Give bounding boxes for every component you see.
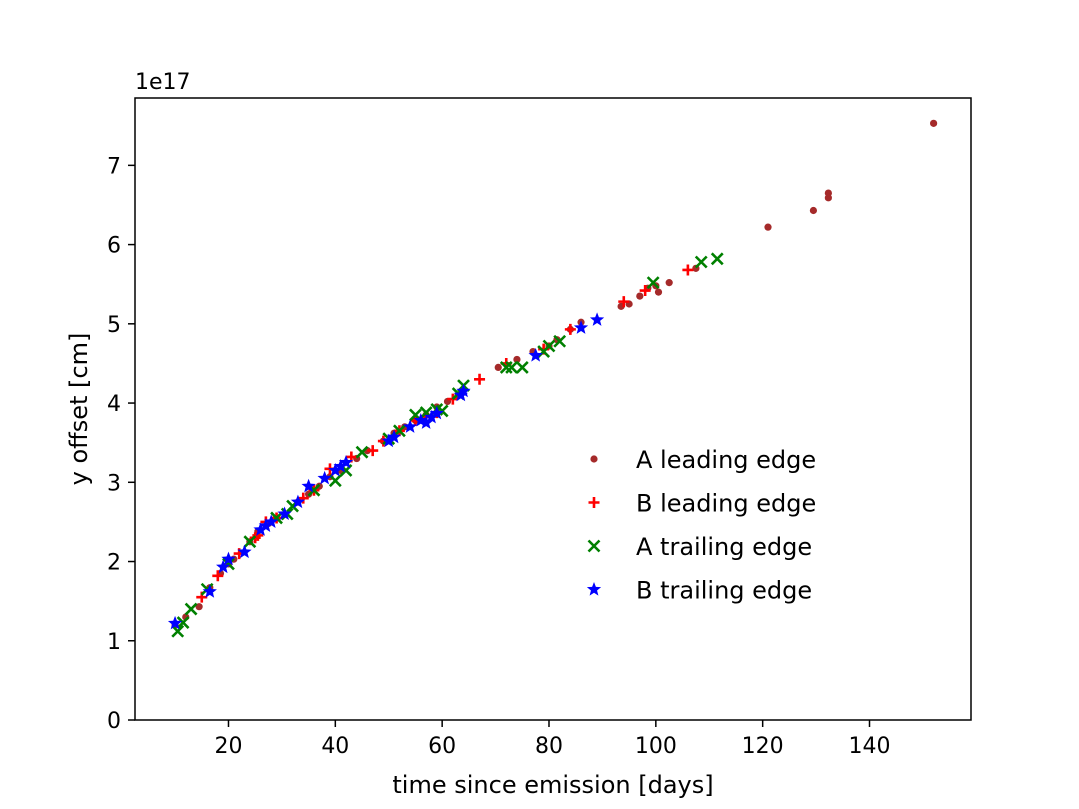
data-point — [171, 624, 185, 638]
data-point — [386, 429, 402, 444]
y-tick-label: 5 — [107, 313, 121, 338]
data-point — [212, 570, 224, 582]
data-point — [694, 255, 708, 269]
data-point — [367, 445, 379, 457]
legend-entry: A leading edge — [590, 446, 816, 474]
x-tick-label: 100 — [635, 734, 677, 759]
data-point — [402, 419, 418, 433]
legend-marker — [588, 497, 600, 508]
data-point — [424, 409, 439, 424]
data-point — [301, 478, 316, 493]
data-point — [429, 405, 444, 420]
data-point — [328, 462, 343, 477]
data-point — [456, 383, 471, 398]
data-marks — [167, 119, 938, 638]
data-point — [930, 119, 938, 127]
data-point — [710, 252, 724, 266]
data-point — [216, 559, 231, 574]
legend-entry: B trailing edge — [586, 577, 812, 605]
data-point — [338, 454, 354, 469]
legend-entry: B leading edge — [588, 490, 816, 518]
legend-label: A leading edge — [636, 446, 816, 474]
data-point — [824, 189, 832, 197]
legend-label: A trailing edge — [636, 533, 812, 561]
data-point — [646, 276, 660, 290]
x-tick-label: 120 — [742, 734, 784, 759]
data-point — [221, 551, 236, 566]
data-point — [333, 458, 348, 473]
y-tick-label: 7 — [107, 154, 121, 179]
data-point — [264, 514, 279, 528]
y-axis-title: y offset [cm] — [65, 333, 93, 486]
data-point — [573, 320, 589, 334]
data-point — [618, 296, 630, 308]
data-point — [290, 494, 306, 509]
data-point — [253, 522, 268, 536]
x-tick-label: 20 — [214, 734, 242, 759]
series-b-trailing-edge — [167, 312, 605, 630]
data-point — [682, 264, 694, 276]
data-point — [494, 363, 502, 372]
data-point — [355, 445, 369, 459]
data-point — [277, 506, 292, 521]
data-point — [665, 279, 673, 287]
data-point — [195, 603, 203, 611]
y-tick-label: 6 — [107, 234, 121, 259]
legend: A leading edge B leading edge A trailing e… — [586, 446, 816, 605]
legend-label: B leading edge — [636, 490, 816, 518]
data-point — [381, 433, 396, 448]
data-point — [764, 223, 772, 231]
x-tick-label: 80 — [535, 734, 563, 759]
data-point — [184, 602, 198, 616]
data-point — [809, 206, 818, 215]
data-point — [258, 518, 274, 532]
data-point — [413, 412, 428, 427]
data-point — [528, 348, 543, 362]
data-point — [515, 360, 529, 374]
data-point — [505, 360, 519, 374]
data-point — [317, 470, 332, 485]
x-tick-label: 140 — [849, 734, 891, 759]
y-tick-label: 3 — [107, 471, 121, 496]
x-tick-label: 60 — [428, 734, 456, 759]
data-point — [542, 339, 556, 353]
data-point — [237, 544, 252, 559]
data-point — [499, 360, 513, 374]
data-point — [636, 292, 644, 300]
axes: 20 40 60 80 100 120 140 0 1 2 3 4 5 6 7 — [107, 154, 891, 759]
data-point — [654, 288, 663, 296]
data-point — [474, 373, 486, 385]
data-point — [167, 615, 183, 630]
y-axis-multiplier: 1e17 — [135, 70, 191, 95]
legend-marker — [586, 582, 602, 596]
data-point — [513, 355, 521, 364]
data-point — [297, 492, 309, 504]
data-point — [639, 285, 651, 297]
legend-entry: A trailing edge — [587, 533, 812, 561]
x-axis-title: time since emission [days] — [392, 771, 713, 799]
legend-marker — [590, 455, 598, 463]
data-point — [553, 334, 567, 348]
plot-frame — [134, 97, 972, 721]
data-point — [328, 474, 342, 488]
data-point — [202, 584, 217, 598]
data-point — [589, 312, 605, 326]
data-point — [564, 323, 576, 335]
y-tick-label: 1 — [107, 630, 121, 655]
legend-label: B trailing edge — [636, 577, 812, 605]
data-point — [419, 415, 434, 429]
y-tick-label: 4 — [107, 392, 121, 417]
legend-marker — [587, 539, 601, 553]
y-tick-label: 2 — [107, 551, 121, 576]
x-tick-label: 40 — [321, 734, 349, 759]
y-tick-label: 0 — [107, 709, 121, 734]
data-point — [243, 535, 257, 549]
data-point — [176, 616, 190, 629]
